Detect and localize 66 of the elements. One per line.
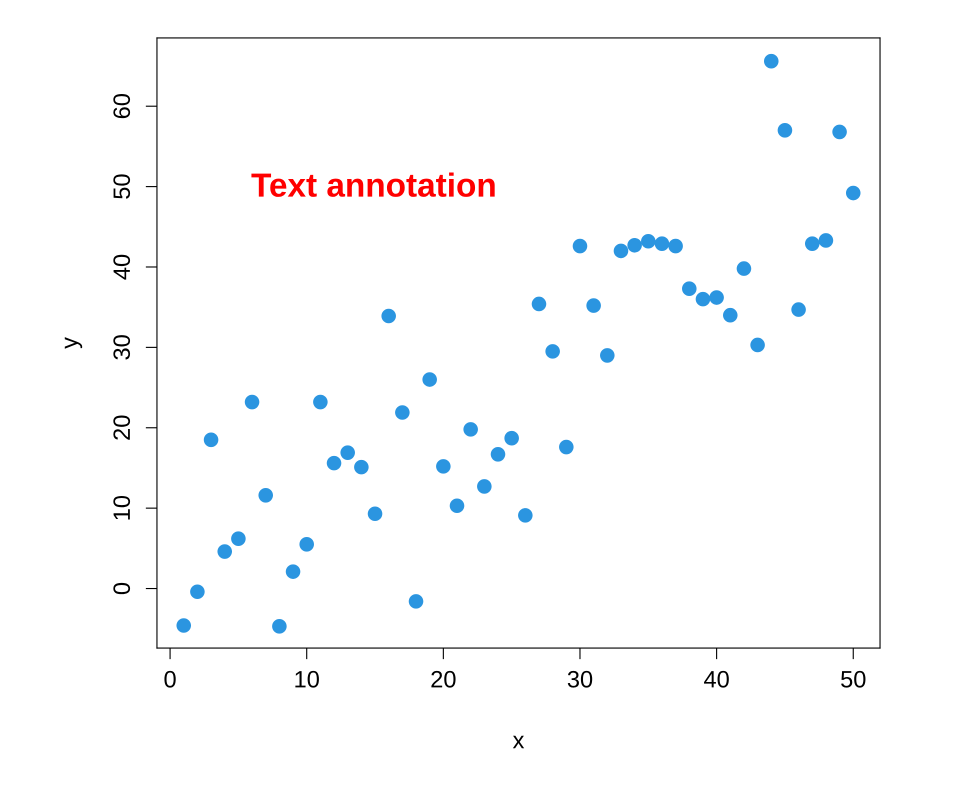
point [477, 479, 492, 494]
point [313, 394, 328, 410]
point [422, 372, 437, 387]
y-tick-label: 40 [113, 254, 130, 280]
point [258, 488, 274, 503]
point [204, 432, 218, 448]
point [408, 594, 424, 609]
point [504, 430, 519, 446]
x-tick-label: 30 [568, 670, 592, 688]
point [804, 236, 820, 251]
point [340, 445, 355, 460]
point [272, 619, 287, 634]
y-tick-label: 20 [113, 416, 130, 440]
annotation: Text annotation [251, 172, 495, 197]
x-tick-label: 20 [431, 670, 456, 688]
point [395, 405, 410, 420]
point [176, 618, 192, 633]
y-tick-label: 0 [113, 582, 130, 594]
point [559, 440, 574, 454]
x-tick-label: 0 [164, 670, 176, 688]
point [791, 302, 806, 317]
x-tick-label: 50 [841, 670, 866, 688]
point [436, 459, 451, 474]
point [518, 508, 533, 523]
x-tick-label: 40 [704, 670, 729, 688]
point [668, 238, 683, 254]
point [381, 308, 396, 324]
point [709, 290, 724, 305]
point [490, 447, 506, 462]
point [326, 456, 342, 470]
point [572, 238, 588, 254]
x-axis-title: x [512, 736, 524, 748]
point [682, 281, 697, 296]
point [586, 298, 601, 313]
point [832, 124, 847, 140]
point [778, 123, 792, 138]
point [600, 348, 615, 363]
y-tick-label: 10 [113, 496, 130, 520]
point [354, 460, 369, 474]
point [450, 498, 464, 514]
point [368, 506, 382, 522]
y-tick-label: 30 [113, 335, 130, 360]
point [190, 584, 205, 600]
point [231, 531, 246, 546]
point [244, 394, 260, 410]
point [286, 564, 300, 579]
point [654, 236, 670, 251]
point [532, 296, 546, 312]
x-tick-label: 10 [295, 670, 319, 688]
y-tick-label: 60 [113, 94, 130, 118]
point [722, 308, 738, 323]
point [846, 186, 861, 200]
point [696, 292, 710, 306]
y-axis-title: y [64, 337, 82, 349]
point [750, 338, 765, 352]
point [614, 244, 628, 258]
point [545, 344, 560, 359]
point [736, 261, 752, 276]
point [217, 544, 232, 559]
point [299, 537, 314, 552]
y-tick-label: 50 [113, 174, 130, 199]
point [818, 233, 834, 248]
point [463, 422, 478, 437]
point [627, 238, 642, 253]
point [641, 234, 656, 249]
point [764, 54, 779, 68]
